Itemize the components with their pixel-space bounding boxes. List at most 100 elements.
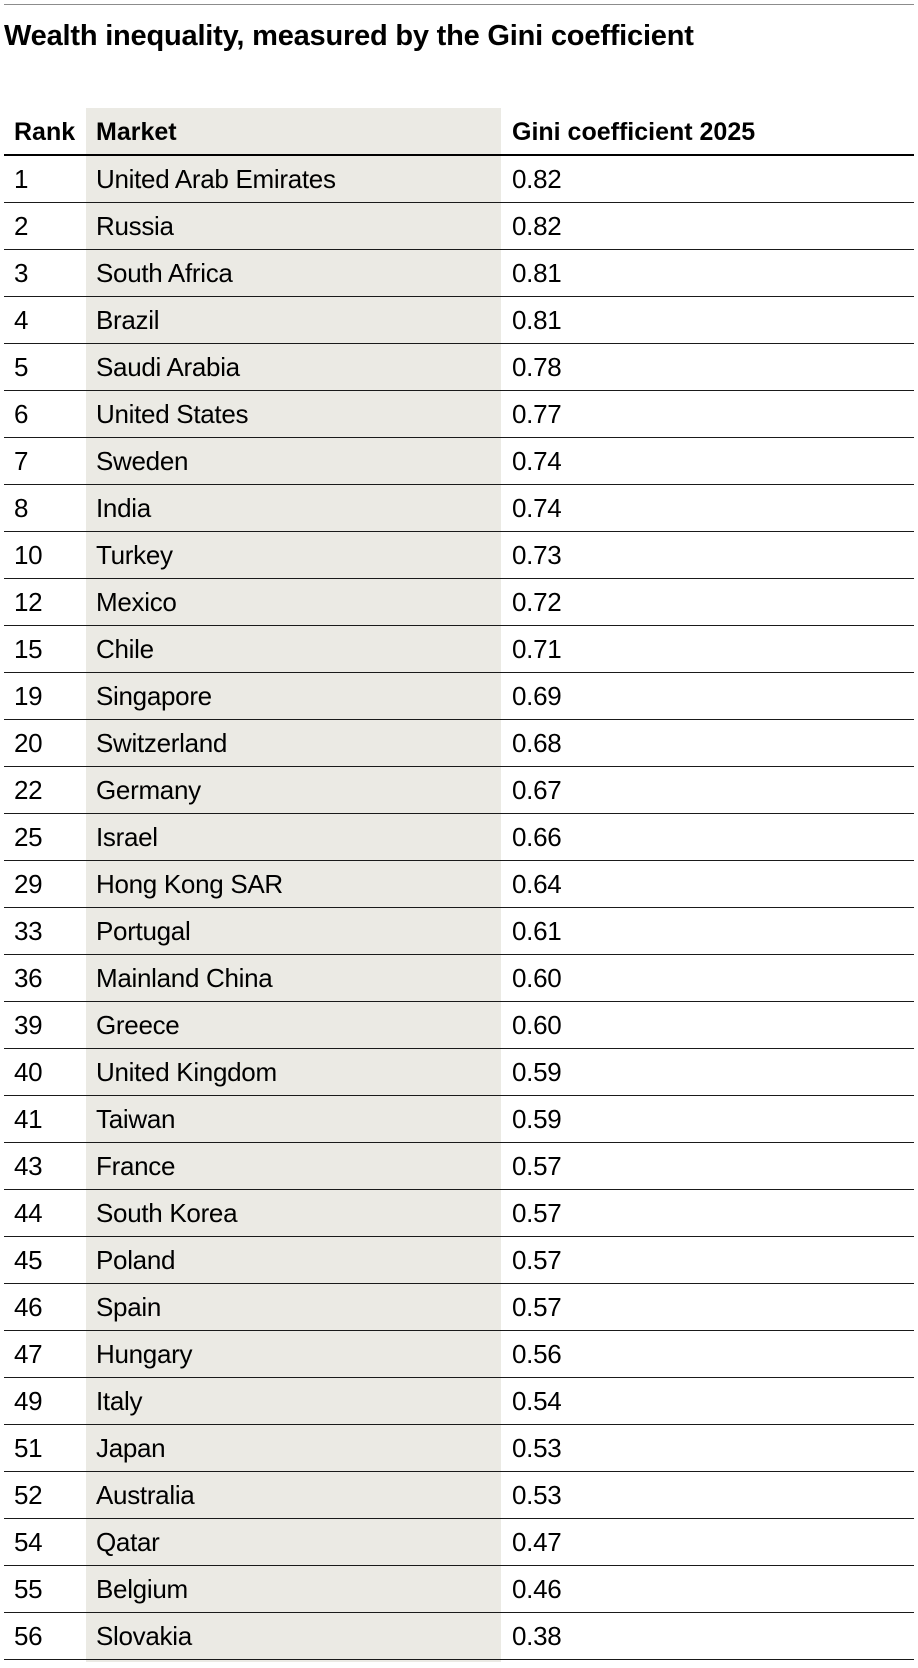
- gini-value-cell: 0.53: [512, 1480, 561, 1511]
- table-row: 4 Brazil 0.81: [4, 297, 914, 344]
- gini-value-cell: 0.74: [512, 493, 561, 524]
- rank-cell: 2: [14, 211, 28, 242]
- header-market: Market: [96, 118, 177, 147]
- rank-cell: 22: [14, 775, 42, 806]
- gini-value-cell: 0.61: [512, 916, 561, 947]
- rank-cell: 19: [14, 681, 42, 712]
- market-cell: Saudi Arabia: [96, 352, 240, 383]
- market-cell: Poland: [96, 1245, 175, 1276]
- table-row: 54 Qatar 0.47: [4, 1519, 914, 1566]
- top-rule: [4, 4, 914, 5]
- table-body: 1United Arab Emirates0.822Russia0.823Sou…: [4, 156, 914, 1660]
- table-row: 15Chile0.71: [4, 626, 914, 673]
- header-gini-2025: Gini coefficient 2025: [512, 118, 755, 147]
- market-cell: Italy: [96, 1386, 142, 1417]
- table-row: 1United Arab Emirates0.82: [4, 156, 914, 203]
- rank-cell: 33: [14, 916, 42, 947]
- rank-cell: 46: [14, 1292, 42, 1323]
- gini-value-cell: 0.74: [512, 446, 561, 477]
- rank-cell: 54: [14, 1527, 42, 1558]
- gini-value-cell: 0.82: [512, 164, 561, 195]
- gini-value-cell: 0.59: [512, 1057, 561, 1088]
- rank-cell: 4: [14, 305, 28, 336]
- market-cell: Japan: [96, 1433, 165, 1464]
- table-row: 22 Germany 0.67: [4, 767, 914, 814]
- market-cell: Sweden: [96, 446, 188, 477]
- table-row: 7Sweden0.74: [4, 438, 914, 485]
- market-cell: Mainland China: [96, 963, 272, 994]
- market-cell: Singapore: [96, 681, 212, 712]
- gini-value-cell: 0.68: [512, 728, 561, 759]
- market-cell: United Arab Emirates: [96, 164, 336, 195]
- rank-cell: 29: [14, 869, 42, 900]
- table-row: 3South Africa0.81: [4, 250, 914, 297]
- table-row: 41Taiwan0.59: [4, 1096, 914, 1143]
- table-row: 29Hong Kong SAR0.64: [4, 861, 914, 908]
- market-cell: Slovakia: [96, 1621, 192, 1652]
- rank-cell: 41: [14, 1104, 42, 1135]
- table-row: 12Mexico0.72: [4, 579, 914, 626]
- rank-cell: 5: [14, 352, 28, 383]
- market-cell: France: [96, 1151, 175, 1182]
- gini-value-cell: 0.60: [512, 1010, 561, 1041]
- rank-cell: 39: [14, 1010, 42, 1041]
- gini-value-cell: 0.67: [512, 775, 561, 806]
- market-cell: United Kingdom: [96, 1057, 277, 1088]
- rank-cell: 12: [14, 587, 42, 618]
- rank-cell: 10: [14, 540, 42, 571]
- market-cell: Hungary: [96, 1339, 192, 1370]
- market-cell: Germany: [96, 775, 201, 806]
- gini-value-cell: 0.53: [512, 1433, 561, 1464]
- rank-cell: 56: [14, 1621, 42, 1652]
- rank-cell: 40: [14, 1057, 42, 1088]
- market-cell: Taiwan: [96, 1104, 175, 1135]
- gini-value-cell: 0.38: [512, 1621, 561, 1652]
- market-cell: Brazil: [96, 305, 159, 336]
- market-cell: Qatar: [96, 1527, 160, 1558]
- gini-value-cell: 0.47: [512, 1527, 561, 1558]
- rank-cell: 45: [14, 1245, 42, 1276]
- table-row: 51 Japan 0.53: [4, 1425, 914, 1472]
- rank-cell: 47: [14, 1339, 42, 1370]
- gini-value-cell: 0.57: [512, 1151, 561, 1182]
- table-row: 2Russia0.82: [4, 203, 914, 250]
- gini-value-cell: 0.72: [512, 587, 561, 618]
- gini-value-cell: 0.81: [512, 305, 561, 336]
- table-row: 33Portugal0.61: [4, 908, 914, 955]
- table-row: 5Saudi Arabia0.78: [4, 344, 914, 391]
- rank-cell: 52: [14, 1480, 42, 1511]
- table-row: 45 Poland 0.57: [4, 1237, 914, 1284]
- gini-value-cell: 0.82: [512, 211, 561, 242]
- market-cell: United States: [96, 399, 248, 430]
- market-cell: Switzerland: [96, 728, 227, 759]
- rank-cell: 51: [14, 1433, 42, 1464]
- rank-cell: 20: [14, 728, 42, 759]
- table-row: 40 United Kingdom 0.59: [4, 1049, 914, 1096]
- table-row: 20 Switzerland 0.68: [4, 720, 914, 767]
- table-row: 49 Italy 0.54: [4, 1378, 914, 1425]
- table-row: 36Mainland China0.60: [4, 955, 914, 1002]
- rank-cell: 55: [14, 1574, 42, 1605]
- rank-cell: 6: [14, 399, 28, 430]
- rank-cell: 8: [14, 493, 28, 524]
- gini-value-cell: 0.66: [512, 822, 561, 853]
- gini-value-cell: 0.54: [512, 1386, 561, 1417]
- table-row: 44South Korea0.57: [4, 1190, 914, 1237]
- rank-cell: 15: [14, 634, 42, 665]
- gini-value-cell: 0.57: [512, 1245, 561, 1276]
- gini-value-cell: 0.71: [512, 634, 561, 665]
- gini-value-cell: 0.57: [512, 1198, 561, 1229]
- gini-value-cell: 0.64: [512, 869, 561, 900]
- table-header-row: Rank Market Gini coefficient 2025: [4, 108, 914, 156]
- market-cell: India: [96, 493, 151, 524]
- table-row: 25Israel0.66: [4, 814, 914, 861]
- table-title: Wealth inequality, measured by the Gini …: [4, 20, 694, 53]
- gini-value-cell: 0.77: [512, 399, 561, 430]
- market-cell: Spain: [96, 1292, 161, 1323]
- table-row: 19Singapore0.69: [4, 673, 914, 720]
- table-row: 56 Slovakia 0.38: [4, 1613, 914, 1660]
- gini-value-cell: 0.73: [512, 540, 561, 571]
- market-cell: South Korea: [96, 1198, 237, 1229]
- rank-cell: 49: [14, 1386, 42, 1417]
- gini-value-cell: 0.57: [512, 1292, 561, 1323]
